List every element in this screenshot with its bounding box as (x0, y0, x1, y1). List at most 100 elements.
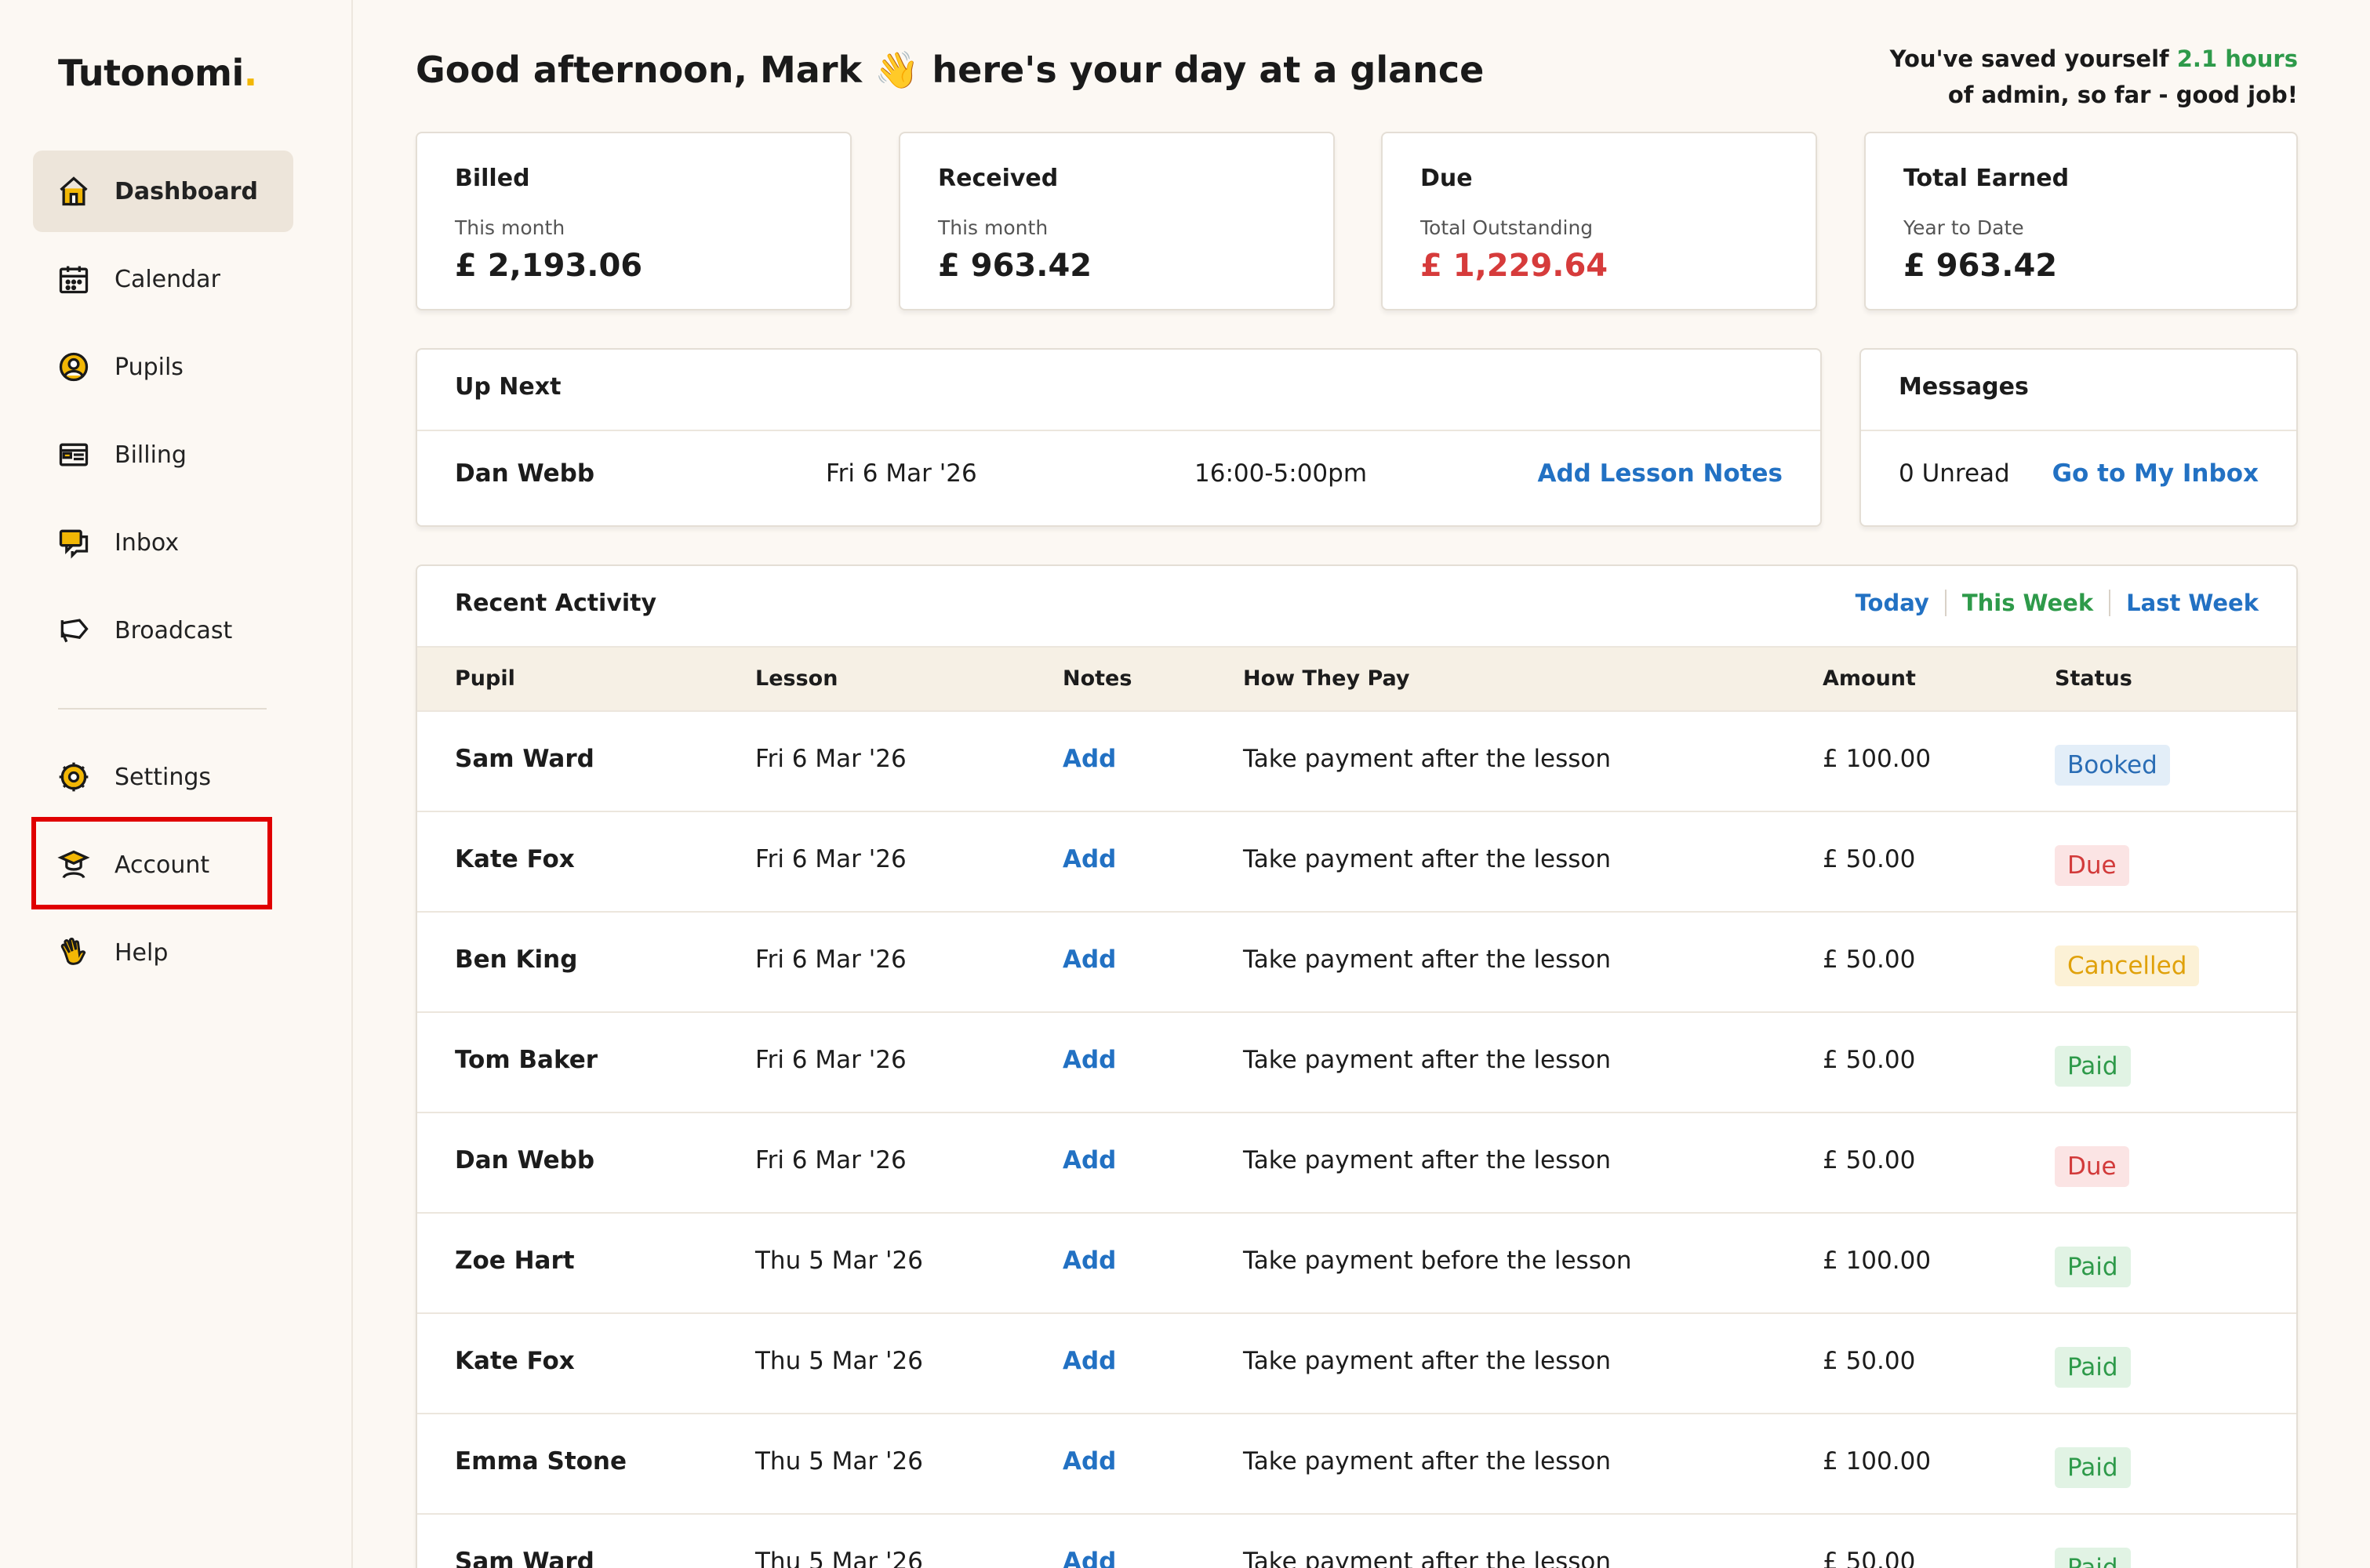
sidebar-item-label: Help (115, 938, 169, 967)
add-lesson-notes-link[interactable]: Add Lesson Notes (1537, 459, 1783, 488)
user-circle-icon (56, 350, 91, 384)
table-row[interactable]: Emma Stone Thu 5 Mar '26 Add Take payment a… (417, 1414, 2296, 1515)
activity-filters: Today This Week Last Week (1856, 590, 2259, 616)
amount: £ 50.00 (1823, 1146, 1916, 1174)
table-row[interactable]: Kate Fox Fri 6 Mar '26 Add Take payment aft… (417, 812, 2296, 913)
pupil-name[interactable]: Kate Fox (455, 1347, 575, 1375)
lesson-date: Fri 6 Mar '26 (755, 845, 907, 873)
lesson-date: Fri 6 Mar '26 (755, 946, 907, 974)
sidebar-item-label: Pupils (115, 353, 184, 381)
pupil-name[interactable]: Ben King (455, 946, 578, 974)
chat-icon (56, 525, 91, 560)
sidebar: Tutonomi. Dashboard Calendar Pupils Bill… (0, 0, 353, 1568)
sidebar-item-label: Dashboard (115, 177, 258, 205)
page-title: Good afternoon, Mark 👋 here's your day a… (416, 49, 1485, 91)
stat-subtitle: This month (455, 216, 565, 239)
payment-method: Take payment after the lesson (1243, 1447, 1612, 1475)
stat-card-total-earned: Total Earned Year to Date £ 963.42 (1864, 132, 2298, 310)
up-next-panel: Up Next Dan Webb Fri 6 Mar '26 16:00-5:0… (416, 348, 1822, 527)
pupil-name[interactable]: Sam Ward (455, 1548, 594, 1568)
sidebar-item-help[interactable]: Help (33, 912, 293, 993)
stat-subtitle: This month (938, 216, 1049, 239)
table-row[interactable]: Sam Ward Thu 5 Mar '26 Add Take payment aft… (417, 1515, 2296, 1568)
app-logo[interactable]: Tutonomi. (58, 52, 257, 94)
up-next-pupil: Dan Webb (455, 459, 595, 488)
sidebar-item-pupils[interactable]: Pupils (33, 326, 293, 408)
add-notes-link[interactable]: Add (1063, 1247, 1117, 1275)
unread-count: 0 Unread (1899, 459, 2010, 488)
amount: £ 50.00 (1823, 845, 1916, 873)
sidebar-item-broadcast[interactable]: Broadcast (33, 590, 293, 671)
status-badge: Paid (2055, 1548, 2131, 1568)
pupil-name[interactable]: Sam Ward (455, 745, 594, 773)
add-notes-link[interactable]: Add (1063, 946, 1117, 974)
status-badge: Cancelled (2055, 946, 2200, 986)
add-notes-link[interactable]: Add (1063, 1347, 1117, 1375)
pupil-name[interactable]: Emma Stone (455, 1447, 627, 1475)
column-header-amount: Amount (1823, 666, 1916, 691)
pupil-name[interactable]: Tom Baker (455, 1046, 598, 1074)
status-badge: Due (2055, 1146, 2129, 1187)
lesson-date: Thu 5 Mar '26 (755, 1447, 923, 1475)
sidebar-item-dashboard[interactable]: Dashboard (33, 151, 293, 232)
nav-divider (58, 708, 267, 710)
add-notes-link[interactable]: Add (1063, 1046, 1117, 1074)
filter-last-week[interactable]: Last Week (2126, 590, 2259, 616)
filter-this-week[interactable]: This Week (1961, 590, 2094, 616)
table-row[interactable]: Tom Baker Fri 6 Mar '26 Add Take payment af… (417, 1013, 2296, 1113)
filter-today[interactable]: Today (1855, 590, 1929, 616)
account-highlight-box (31, 817, 272, 909)
stat-title: Billed (455, 165, 530, 192)
add-notes-link[interactable]: Add (1063, 1447, 1117, 1475)
stat-value: £ 963.42 (938, 248, 1092, 284)
stat-title: Received (938, 165, 1059, 192)
column-header-lesson: Lesson (755, 666, 838, 691)
table-row[interactable]: Sam Ward Fri 6 Mar '26 Add Take payment aft… (417, 712, 2296, 812)
status-badge: Due (2055, 845, 2129, 886)
recent-activity-panel: Recent Activity Today This Week Last Wee… (416, 564, 2298, 1568)
stat-subtitle: Total Outstanding (1420, 216, 1594, 239)
divider (417, 430, 1820, 431)
table-row[interactable]: Dan Webb Fri 6 Mar '26 Add Take payment aft… (417, 1113, 2296, 1214)
sidebar-item-inbox[interactable]: Inbox (33, 502, 293, 583)
add-notes-link[interactable]: Add (1063, 745, 1117, 773)
divider (2109, 590, 2111, 616)
add-notes-link[interactable]: Add (1063, 845, 1117, 873)
home-icon (56, 174, 91, 209)
lesson-date: Thu 5 Mar '26 (755, 1548, 923, 1568)
panel-title: Messages (1899, 373, 2029, 401)
payment-method: Take payment after the lesson (1243, 1347, 1612, 1375)
sidebar-item-billing[interactable]: Billing (33, 414, 293, 495)
pupil-name[interactable]: Dan Webb (455, 1146, 595, 1174)
gear-icon (56, 760, 91, 794)
pupil-name[interactable]: Zoe Hart (455, 1247, 575, 1275)
stat-card-received: Received This month £ 963.42 (899, 132, 1335, 310)
sidebar-item-calendar[interactable]: Calendar (33, 238, 293, 320)
sidebar-item-account[interactable]: Account (33, 824, 293, 906)
add-notes-link[interactable]: Add (1063, 1548, 1117, 1568)
lesson-date: Fri 6 Mar '26 (755, 745, 907, 773)
table-row[interactable]: Kate Fox Thu 5 Mar '26 Add Take payment aft… (417, 1314, 2296, 1414)
amount: £ 100.00 (1823, 1247, 1932, 1275)
table-row[interactable]: Ben King Fri 6 Mar '26 Add Take payment aft… (417, 913, 2296, 1013)
panel-title: Up Next (455, 373, 562, 401)
sidebar-item-label: Inbox (115, 528, 180, 557)
megaphone-icon (56, 613, 91, 648)
add-notes-link[interactable]: Add (1063, 1146, 1117, 1174)
go-to-inbox-link[interactable]: Go to My Inbox (2052, 459, 2259, 488)
column-header-status: Status (2055, 666, 2132, 691)
payment-method: Take payment after the lesson (1243, 1146, 1612, 1174)
lesson-date: Fri 6 Mar '26 (755, 1146, 907, 1174)
time-saved-message: You've saved yourself 2.1 hours of admin… (1889, 45, 2298, 108)
status-badge: Paid (2055, 1447, 2131, 1488)
status-badge: Paid (2055, 1247, 2131, 1287)
payment-method: Take payment after the lesson (1243, 745, 1612, 773)
payment-method: Take payment after the lesson (1243, 1548, 1612, 1568)
pupil-name[interactable]: Kate Fox (455, 845, 575, 873)
table-row[interactable]: Zoe Hart Thu 5 Mar '26 Add Take payment bef… (417, 1214, 2296, 1314)
payment-method: Take payment after the lesson (1243, 845, 1612, 873)
amount: £ 50.00 (1823, 1046, 1916, 1074)
payment-method: Take payment after the lesson (1243, 1046, 1612, 1074)
sidebar-item-settings[interactable]: Settings (33, 736, 293, 818)
lesson-date: Thu 5 Mar '26 (755, 1247, 923, 1275)
